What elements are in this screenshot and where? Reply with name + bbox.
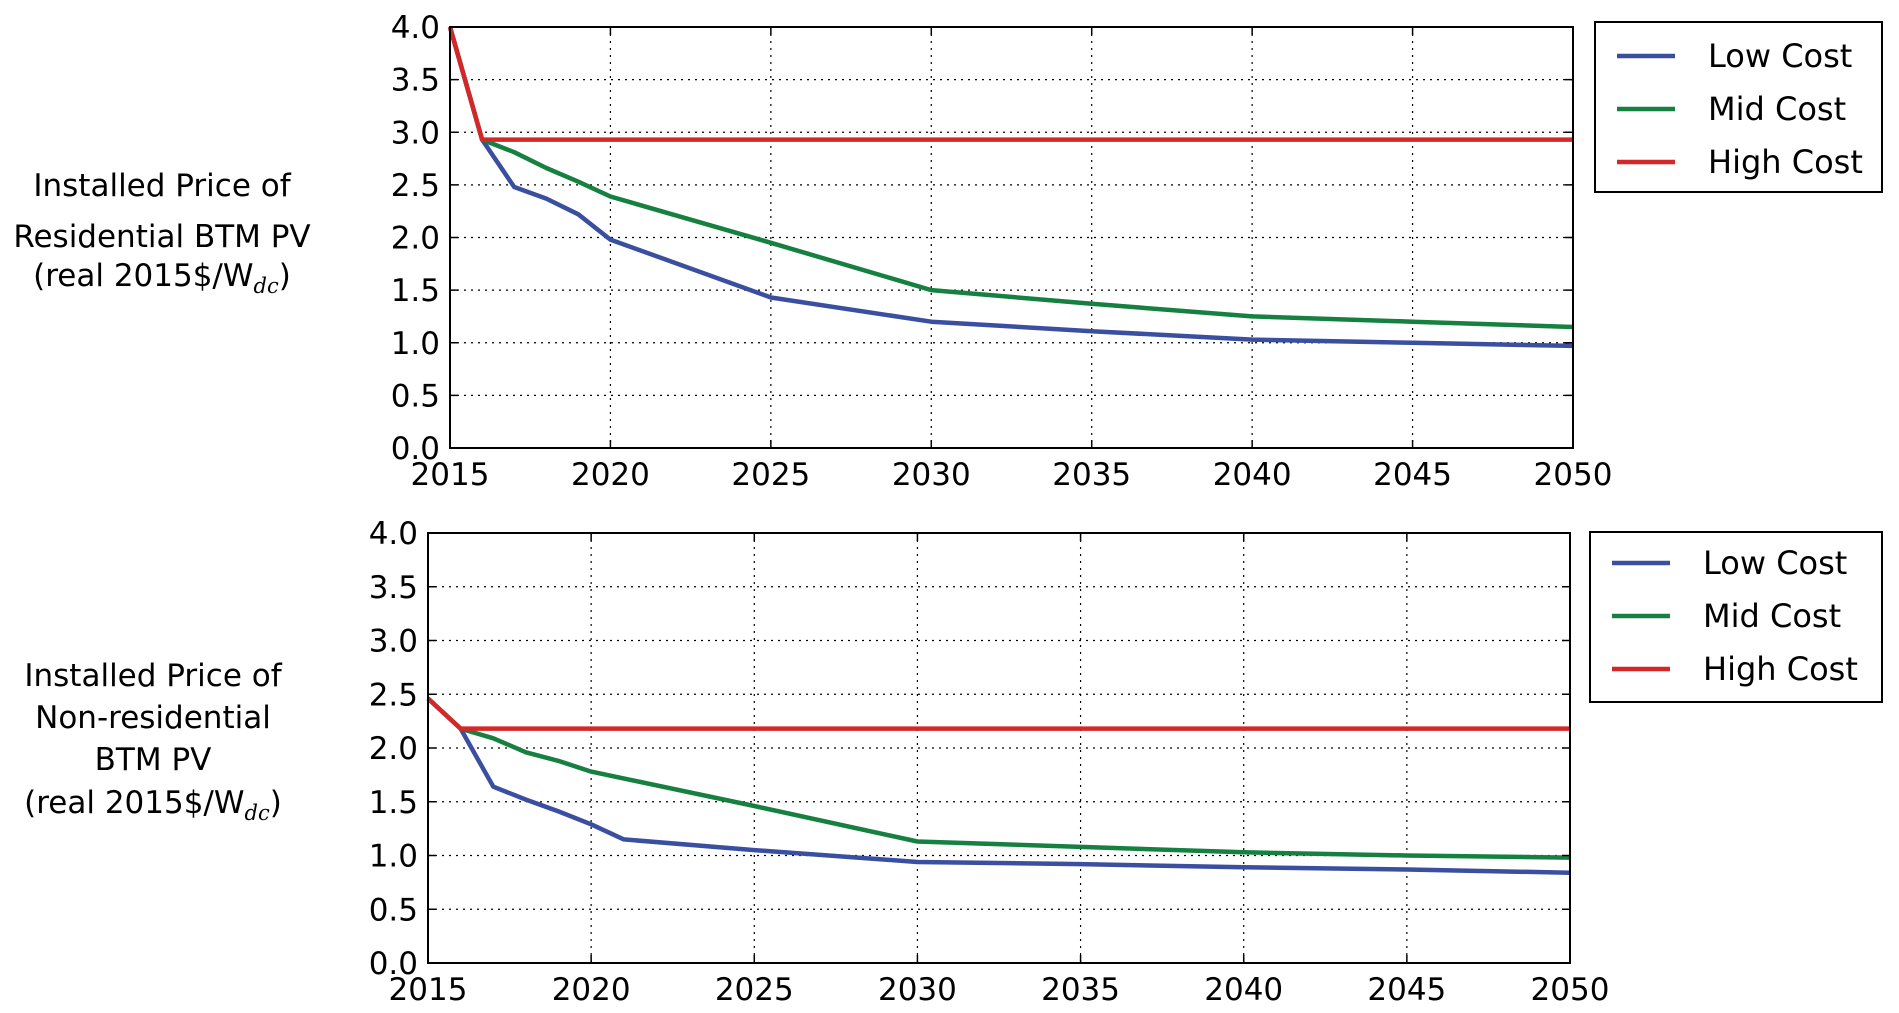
series-line-low-cost (447, 26, 1574, 349)
x-tick-label: 2015 (411, 457, 490, 493)
series-line-high-cost (447, 26, 1573, 142)
y-tick-label: 0.0 (391, 431, 440, 467)
x-tick-label: 2030 (878, 972, 957, 1008)
y-axis-label-text: Non-residential (35, 700, 271, 736)
y-tick-label: 2.5 (391, 168, 440, 204)
y-axis-label-line: Non-residential (35, 700, 271, 736)
x-tick-label: 2035 (1041, 972, 1120, 1008)
y-tick-label: 2.0 (391, 221, 440, 257)
y-axis-label-line: Installed Price of (33, 168, 291, 204)
y-tick-label: 3.5 (391, 63, 440, 99)
x-tick-label: 2025 (731, 457, 810, 493)
y-tick-label: 4.0 (369, 516, 418, 552)
x-tick-label: 2020 (571, 457, 650, 493)
y-tick-label: 0.0 (369, 946, 418, 982)
y-axis-label-line: Residential BTM PV (13, 219, 310, 255)
y-axis-label-line: (real 2015$/Wdc) (24, 785, 282, 825)
legend-entry-label: High Cost (1703, 650, 1858, 688)
legend-entry-label: Low Cost (1703, 544, 1847, 582)
x-tick-label: 2015 (389, 972, 468, 1008)
series-line-high-cost (426, 696, 1570, 731)
y-axis-label-line: (real 2015$/Wdc) (33, 258, 291, 298)
y-tick-label: 0.5 (391, 378, 440, 414)
x-tick-label: 2045 (1373, 457, 1452, 493)
y-axis-label-unit-subscript: dc (245, 801, 270, 825)
y-axis-label-line: BTM PV (95, 742, 212, 778)
series-line-mid-cost (447, 26, 1574, 330)
chart-non-residential: 2015 2020 2025 2030 2035 2040 2045 2050 0.0 0.5 1.… (24, 516, 1883, 1008)
y-tick-label: 0.5 (369, 892, 418, 928)
y-axis-label-unit-subscript: dc (254, 274, 279, 298)
y-tick-label: 3.0 (369, 624, 418, 660)
y-tick-label: 3.5 (369, 570, 418, 606)
y-axis-label-line: Installed Price of (24, 658, 282, 694)
y-axis-label-text: (real 2015$/W (33, 258, 253, 294)
x-tick-label: 2040 (1204, 972, 1283, 1008)
y-tick-label: 4.0 (391, 10, 440, 46)
x-tick-label: 2030 (892, 457, 971, 493)
x-tick-label: 2045 (1367, 972, 1446, 1008)
x-tick-label: 2050 (1534, 457, 1613, 493)
y-tick-label: 2.5 (369, 677, 418, 713)
y-axis-label-close: ) (279, 258, 291, 294)
legend-entry-label: High Cost (1708, 143, 1863, 181)
y-tick-label: 3.0 (391, 115, 440, 151)
legend-entry-label: Mid Cost (1708, 90, 1846, 128)
legend-entry-label: Mid Cost (1703, 597, 1841, 635)
plot-frame (427, 532, 1571, 964)
series-line-mid-cost (426, 696, 1571, 860)
x-tick-label: 2025 (715, 972, 794, 1008)
legend: Low Cost Mid Cost High Cost (1589, 531, 1883, 703)
y-axis-label-text: Installed Price of (24, 658, 282, 694)
legend-entry-label: Low Cost (1708, 37, 1852, 75)
legend: Low Cost Mid Cost High Cost (1594, 21, 1883, 193)
y-tick-label: 1.5 (391, 273, 440, 309)
x-tick-label: 2040 (1213, 457, 1292, 493)
x-tick-label: 2050 (1531, 972, 1610, 1008)
y-tick-label: 1.5 (369, 785, 418, 821)
y-tick-label: 1.0 (391, 326, 440, 362)
y-axis-label-text: Installed Price of (33, 168, 291, 204)
y-axis-label-text: BTM PV (95, 742, 212, 778)
y-tick-label: 2.0 (369, 731, 418, 767)
y-axis-label-close: ) (270, 785, 282, 821)
chart-residential: 2015 2020 2025 2030 2035 2040 2045 2050 0.0 0.5 1.… (13, 10, 1883, 493)
y-axis-label-text: (real 2015$/W (24, 785, 244, 821)
x-tick-label: 2020 (552, 972, 631, 1008)
y-axis-label-text: Residential BTM PV (13, 219, 310, 255)
x-tick-label: 2035 (1052, 457, 1131, 493)
y-tick-label: 1.0 (369, 839, 418, 875)
series-line-low-cost (426, 696, 1571, 875)
